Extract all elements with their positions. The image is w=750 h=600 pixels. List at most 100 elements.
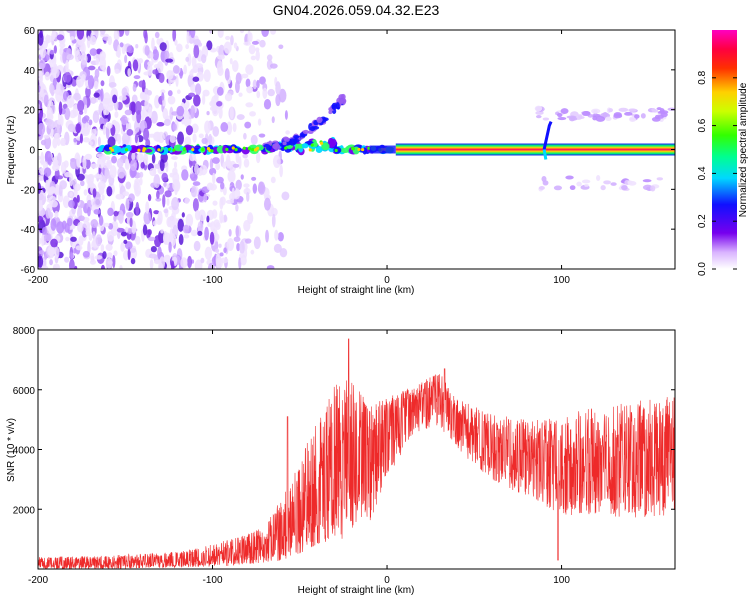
noise-speckle (243, 158, 250, 168)
noise-speckle (234, 80, 240, 94)
noise-speckle (284, 110, 288, 120)
noise-speckle (194, 163, 199, 175)
noise-speckle (93, 92, 100, 98)
tone-hot-spot (225, 147, 229, 152)
noise-speckle (81, 116, 88, 124)
x-tick-label: 0 (384, 275, 390, 286)
noise-speckle (125, 226, 129, 233)
colorbar-gradient (712, 30, 737, 269)
noise-speckle (162, 194, 166, 208)
noise-speckle (269, 63, 278, 69)
noise-speckle (144, 98, 149, 110)
tone-blob (340, 147, 351, 153)
noise-speckle (90, 163, 99, 169)
noise-speckle (212, 172, 216, 185)
noise-speckle (140, 161, 145, 169)
noise-speckle (89, 35, 97, 46)
noise-speckle (107, 35, 113, 46)
noise-speckle (87, 65, 96, 71)
noise-speckle (210, 221, 216, 233)
noise-speckle (69, 36, 75, 41)
x-tick-label: -100 (203, 275, 223, 286)
noise-speckle (40, 139, 47, 146)
disturbance-upper (542, 121, 553, 150)
noise-speckle (219, 252, 224, 257)
arc-blob (263, 144, 271, 148)
tone-hot-spot (284, 146, 288, 150)
noise-speckle (42, 227, 47, 235)
sideband-speckle (568, 116, 576, 122)
noise-speckle (255, 47, 260, 52)
noise-speckle (123, 239, 128, 245)
noise-speckle (225, 35, 231, 41)
noise-speckle (103, 222, 110, 228)
noise-speckle (272, 154, 281, 169)
noise-speckle (194, 63, 204, 69)
noise-speckle (207, 262, 215, 269)
noise-speckle (239, 30, 245, 34)
noise-speckle (93, 80, 99, 90)
noise-speckle (87, 206, 91, 217)
noise-speckle (251, 40, 259, 45)
noise-speckle (43, 94, 49, 107)
noise-speckle (156, 61, 164, 74)
sideband-speckle (621, 185, 628, 191)
sideband-speckle (553, 185, 563, 191)
noise-speckle (172, 65, 180, 74)
noise-speckle (169, 135, 176, 144)
sideband-speckle (591, 108, 601, 114)
noise-speckle (87, 75, 95, 90)
noise-speckle (89, 259, 97, 265)
noise-speckle (225, 199, 235, 204)
noise-speckle (154, 235, 162, 248)
y-tick-label: 6000 (13, 386, 36, 397)
noise-speckle (45, 35, 53, 44)
noise-speckle (203, 193, 208, 203)
noise-speckle (119, 265, 123, 269)
noise-speckle (212, 126, 220, 137)
noise-speckle (125, 197, 130, 211)
noise-speckle (204, 246, 213, 260)
noise-speckle (242, 153, 249, 159)
noise-speckle (211, 157, 220, 164)
noise-speckle (157, 210, 163, 225)
spectrogram-x-axis-label: Height of straight line (km) (298, 285, 415, 296)
tone-hot-spot (361, 147, 365, 152)
sideband-speckle (569, 185, 576, 191)
noise-speckle (147, 236, 156, 242)
noise-speckle (190, 186, 197, 198)
noise-speckle (246, 86, 254, 94)
noise-speckle (198, 209, 206, 222)
noise-speckle (246, 191, 250, 202)
noise-speckle (58, 101, 63, 116)
noise-speckle (62, 50, 67, 64)
noise-speckle (201, 54, 207, 64)
noise-speckle (60, 137, 66, 146)
sideband-speckle (596, 175, 601, 181)
noise-speckle (70, 236, 77, 242)
noise-speckle (249, 111, 256, 117)
y-tick-label: 0 (29, 146, 35, 157)
noise-speckle (159, 159, 165, 172)
noise-speckle (217, 66, 224, 76)
noise-speckle (113, 250, 118, 257)
sideband-speckle (634, 114, 640, 119)
noise-speckle (100, 264, 106, 269)
noise-speckle (38, 176, 45, 182)
noise-speckle (183, 234, 190, 239)
arc-blob (272, 143, 278, 150)
noise-speckle (135, 235, 141, 245)
noise-speckle (60, 161, 67, 174)
noise-speckle (209, 100, 218, 107)
noise-speckle (167, 216, 176, 228)
noise-speckle (38, 193, 44, 201)
noise-speckle (76, 194, 80, 203)
noise-speckle (38, 59, 46, 70)
noise-speckle (135, 201, 140, 216)
arc-blob (282, 141, 287, 146)
disturbance-lower (542, 149, 548, 160)
noise-speckle (262, 87, 268, 99)
noise-speckle (166, 69, 174, 80)
noise-speckle (228, 228, 232, 237)
noise-speckle (176, 43, 183, 53)
